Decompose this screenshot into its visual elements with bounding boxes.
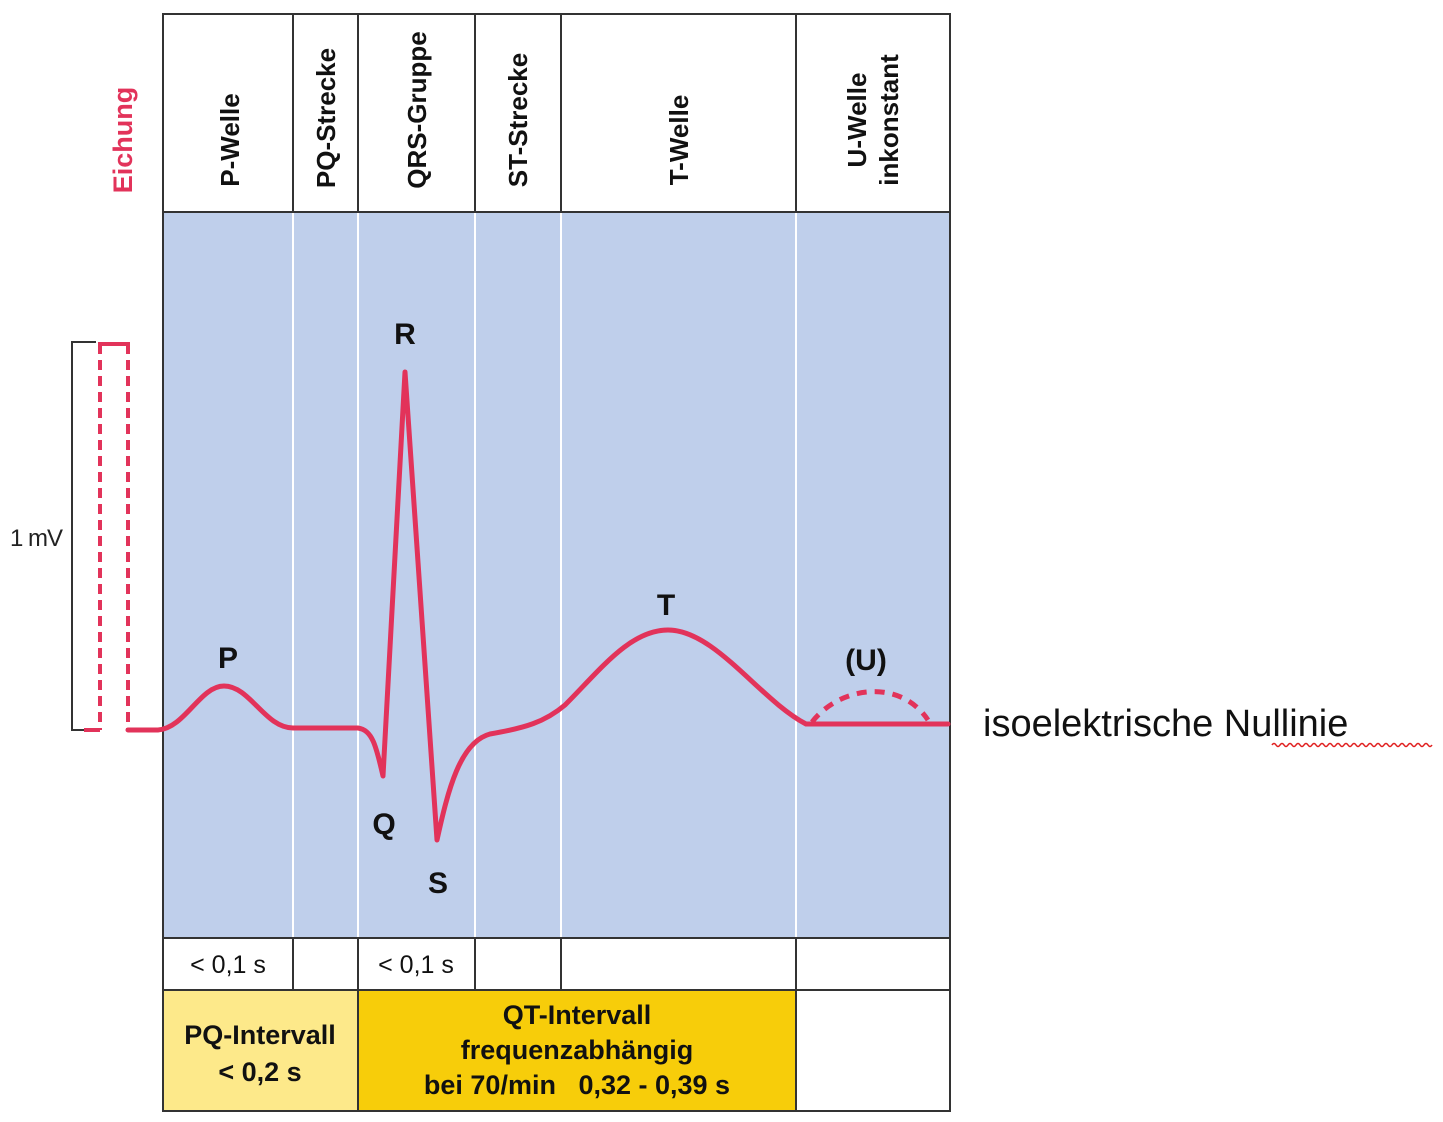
segment-label-t-welle: T-Welle: [664, 95, 694, 186]
qt-interval-subtitle: frequenzabhängig: [461, 1035, 694, 1065]
segment-label-pq-strecke: PQ-Strecke: [311, 48, 341, 188]
qt-interval-value: bei 70/min 0,32 - 0,39 s: [424, 1070, 730, 1100]
empty-interval-box: [795, 989, 951, 1112]
header-row: [162, 13, 951, 213]
segment-label-u-welle: U-Welle: [842, 73, 872, 168]
wave-label-q: Q: [372, 808, 395, 841]
segment-label-st-strecke: ST-Strecke: [503, 53, 533, 187]
duration-row: [162, 937, 951, 991]
wave-label-u: (U): [845, 644, 887, 677]
pq-interval-value: < 0,2 s: [218, 1057, 301, 1087]
ecg-trace: [125, 369, 951, 843]
duration-qrs: < 0,1 s: [378, 951, 454, 979]
qt-interval-title: QT-Intervall: [503, 1000, 652, 1030]
segment-label-p-welle: P-Welle: [215, 93, 245, 186]
segment-label-qrs-gruppe: QRS-Gruppe: [402, 31, 432, 188]
spellcheck-underline: [1271, 742, 1433, 748]
duration-p-wave: < 0,1 s: [190, 951, 266, 979]
calibration-pulse: [84, 342, 130, 732]
section-dividers: [292, 212, 797, 938]
pq-interval-box: [162, 989, 359, 1112]
wave-label-p: P: [218, 642, 238, 675]
segment-label-inkonstant: inkonstant: [874, 54, 904, 186]
calibration-label: Eichung: [108, 87, 138, 194]
qt-interval-box: [357, 989, 797, 1112]
baseline-label: isoelektrische Nullinie: [983, 703, 1348, 745]
ecg-panel: [163, 212, 950, 938]
pq-interval-title: PQ-Intervall: [184, 1020, 336, 1050]
wave-label-r: R: [394, 318, 416, 351]
wave-label-t: T: [657, 589, 675, 622]
scale-bracket: [71, 341, 96, 731]
scale-label: 1 mV: [10, 525, 63, 552]
wave-label-s: S: [428, 867, 448, 900]
